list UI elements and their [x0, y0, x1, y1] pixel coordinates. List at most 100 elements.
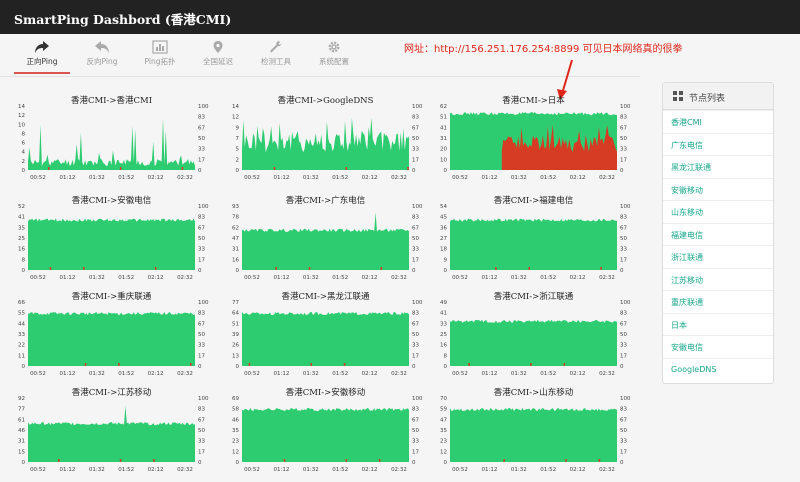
x-tick: 02:32 [391, 175, 407, 181]
gear-icon [328, 41, 340, 53]
latency-chart: 香港CMI->重庆联通 66 55 44 33 22 11 0 100 83 67 50 33 17 0 00… [10, 290, 215, 380]
x-tick: 00:52 [244, 175, 260, 181]
x-tick: 02:32 [177, 275, 193, 281]
node-list-item[interactable]: 广东电信 [663, 132, 773, 156]
node-list-item[interactable]: 浙江联通 [663, 245, 773, 268]
y-tick-right: 50 [198, 136, 205, 142]
tab-ping-topology[interactable]: Ping拓扑 [132, 36, 188, 72]
node-list-item[interactable]: 日本 [663, 312, 773, 336]
y-tick-right: 67 [620, 125, 627, 131]
latency-chart-svg: 香港CMI->香港CMI 14 12 10 8 6 4 2 0 100 83 67 50 33 17 0 00:… [18, 95, 209, 181]
node-list-item[interactable]: 安徽电信 [663, 335, 773, 358]
x-tick: 01:12 [59, 371, 75, 377]
y-tick-right: 100 [198, 104, 209, 110]
node-list-item[interactable]: 山东移动 [663, 200, 773, 223]
y-tick-right: 83 [412, 215, 419, 221]
y-tick-right: 83 [620, 407, 627, 413]
loss-marker [598, 459, 601, 462]
tab-reverse-ping[interactable]: 反向Ping [74, 36, 130, 72]
y-tick-left: 54 [440, 204, 447, 210]
node-list-item-label: 安徽电信 [671, 343, 703, 352]
latency-chart: 香港CMI->安徽电信 52 41 35 25 16 8 0 100 83 67 50 33 17 0 00:… [10, 194, 215, 284]
y-tick-left: 52 [18, 204, 25, 210]
y-tick-left: 0 [22, 168, 26, 174]
y-tick-right: 0 [620, 168, 624, 174]
y-tick-right: 50 [198, 428, 205, 434]
y-tick-right: 67 [412, 125, 419, 131]
latency-area [450, 319, 617, 366]
y-tick-left: 12 [18, 113, 25, 119]
loss-marker [528, 267, 530, 270]
latency-chart: 香港CMI->福建电信 54 45 36 27 18 9 0 100 83 67 50 33 17 0 00:… [432, 194, 637, 284]
y-tick-right: 100 [412, 300, 423, 306]
y-tick-left: 18 [440, 247, 447, 253]
x-tick: 00:52 [30, 371, 46, 377]
y-tick-left: 47 [440, 417, 447, 423]
y-tick-right: 33 [412, 147, 419, 153]
tab-label: 检测工具 [261, 57, 291, 66]
y-tick-left: 41 [18, 215, 25, 221]
y-tick-left: 44 [18, 321, 25, 327]
tab-detect-tools[interactable]: 检测工具 [248, 36, 304, 72]
y-tick-right: 100 [620, 300, 631, 306]
x-tick: 01:12 [59, 275, 75, 281]
packet-loss-area [501, 124, 617, 170]
y-tick-right: 0 [620, 268, 624, 274]
node-list-item[interactable]: 福建电信 [663, 222, 773, 246]
latency-area [242, 407, 409, 462]
x-tick: 00:52 [452, 175, 468, 181]
latency-area [450, 408, 617, 462]
chart-title: 香港CMI->山东移动 [494, 387, 574, 398]
y-tick-left: 25 [18, 236, 25, 242]
y-tick-right: 33 [412, 247, 419, 253]
x-tick: 01:32 [511, 371, 527, 377]
y-tick-left: 47 [232, 236, 239, 242]
y-tick-right: 100 [198, 396, 209, 402]
chart-title: 香港CMI->浙江联通 [494, 291, 574, 302]
y-tick-left: 35 [232, 428, 239, 434]
node-list-item[interactable]: GoogleDNS [663, 357, 773, 381]
node-list-item[interactable]: 江苏移动 [663, 267, 773, 291]
y-tick-left: 31 [440, 136, 447, 142]
y-tick-left: 16 [232, 257, 239, 263]
y-tick-right: 50 [412, 428, 419, 434]
y-tick-left: 9 [444, 257, 448, 263]
x-tick: 02:32 [599, 467, 615, 473]
node-list-item[interactable]: 黑龙江联通 [663, 155, 773, 178]
y-tick-right: 17 [412, 257, 419, 263]
loss-marker [378, 459, 381, 462]
y-tick-right: 0 [412, 268, 416, 274]
node-list-item[interactable]: 香港CMI [663, 110, 773, 133]
y-tick-left: 16 [440, 343, 447, 349]
x-tick: 02:12 [570, 371, 586, 377]
x-tick: 02:32 [599, 175, 615, 181]
y-tick-right: 83 [198, 215, 205, 221]
y-tick-right: 100 [198, 300, 209, 306]
y-tick-left: 55 [18, 311, 25, 317]
x-tick: 01:52 [118, 371, 134, 377]
y-tick-left: 0 [444, 364, 448, 370]
node-list-item[interactable]: 安徽移动 [663, 177, 773, 201]
x-tick: 02:12 [362, 275, 378, 281]
y-tick-left: 10 [18, 122, 25, 128]
node-list-item[interactable]: 重庆联通 [663, 290, 773, 313]
y-tick-right: 33 [412, 439, 419, 445]
toolbar-divider [0, 76, 640, 77]
y-tick-left: 7 [236, 136, 240, 142]
y-tick-left: 8 [22, 257, 26, 263]
x-tick: 02:32 [599, 275, 615, 281]
tab-forward-ping[interactable]: 正向Ping [14, 36, 70, 74]
y-tick-right: 33 [198, 147, 205, 153]
tab-system-config[interactable]: 系统配置 [306, 36, 362, 72]
y-tick-right: 50 [198, 332, 205, 338]
y-tick-right: 83 [198, 311, 205, 317]
latency-chart: 香港CMI->广东电信 93 78 62 47 31 16 0 100 83 67 50 33 17 0 00… [224, 194, 429, 284]
y-tick-left: 0 [236, 364, 240, 370]
tab-national-latency[interactable]: 全国延迟 [190, 36, 246, 72]
node-list-item-label: 福建电信 [671, 230, 703, 240]
y-tick-left: 0 [444, 268, 448, 274]
loss-marker [308, 267, 311, 270]
loss-marker [119, 459, 122, 462]
y-tick-right: 33 [198, 247, 205, 253]
x-tick: 01:12 [481, 275, 497, 281]
